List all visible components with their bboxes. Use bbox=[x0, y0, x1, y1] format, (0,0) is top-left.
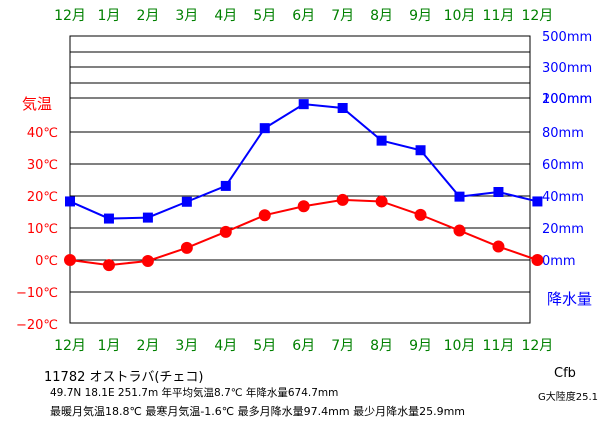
month-label-top: 8月 bbox=[370, 8, 393, 24]
precip-point-1 bbox=[103, 213, 114, 224]
month-label-top: 3月 bbox=[175, 8, 198, 24]
month-label-bottom: 9月 bbox=[409, 338, 432, 354]
temp-point-11 bbox=[492, 240, 505, 253]
month-label-top: 1月 bbox=[97, 8, 120, 24]
precip-tick-label: 200mm bbox=[542, 92, 592, 107]
precip-tick-label: 60mm bbox=[542, 158, 584, 173]
precip-point-8 bbox=[376, 135, 387, 146]
precip-tick-label: 300mm bbox=[542, 61, 592, 76]
plot-frame bbox=[69, 35, 531, 324]
precip-point-0 bbox=[65, 196, 75, 207]
continentality-index: G大陸度25.1 bbox=[538, 392, 599, 403]
precip-axis-label: 降水量 bbox=[547, 290, 592, 308]
month-label-bottom: 12月 bbox=[521, 338, 553, 354]
temp-point-3 bbox=[180, 241, 193, 254]
precip-tick-label: 20mm bbox=[542, 222, 584, 237]
month-label-top: 11月 bbox=[483, 8, 515, 24]
month-label-top: 4月 bbox=[214, 8, 237, 24]
month-label-bottom: 5月 bbox=[253, 338, 276, 354]
temp-point-12 bbox=[531, 254, 544, 266]
station-name: 11782 オストラバ(チェコ) bbox=[44, 370, 204, 385]
precip-tick-label: 0mm bbox=[542, 254, 576, 269]
precip-point-4 bbox=[220, 180, 231, 191]
month-label-bottom: 7月 bbox=[331, 338, 354, 354]
station-details-1: 49.7N 18.1E 251.7m 年平均気温8.7℃ 年降水量674.7mm bbox=[50, 387, 339, 399]
month-label-top: 10月 bbox=[444, 8, 476, 24]
month-label-bottom: 10月 bbox=[444, 338, 476, 354]
temp-point-8 bbox=[375, 195, 388, 208]
month-label-top: 5月 bbox=[253, 8, 276, 24]
temp-point-9 bbox=[414, 208, 427, 221]
month-label-bottom: 12月 bbox=[54, 338, 86, 354]
temp-tick-label: 0℃ bbox=[35, 254, 58, 269]
precip-point-3 bbox=[181, 196, 192, 207]
precip-point-7 bbox=[337, 103, 348, 113]
month-label-top: 9月 bbox=[409, 8, 432, 24]
temp-point-2 bbox=[141, 254, 154, 267]
precip-point-2 bbox=[142, 212, 153, 223]
temp-tick-label: −10℃ bbox=[16, 286, 58, 301]
temp-point-4 bbox=[219, 225, 232, 238]
month-label-top: 12月 bbox=[54, 8, 86, 24]
temp-point-6 bbox=[297, 200, 310, 213]
precip-tick-label: 40mm bbox=[542, 190, 584, 205]
month-label-bottom: 6月 bbox=[292, 338, 315, 354]
temp-point-5 bbox=[258, 209, 271, 222]
month-label-top: 6月 bbox=[292, 8, 315, 24]
month-label-bottom: 8月 bbox=[370, 338, 393, 354]
month-label-bottom: 3月 bbox=[175, 338, 198, 354]
month-label-bottom: 2月 bbox=[136, 338, 159, 354]
month-label-top: 7月 bbox=[331, 8, 354, 24]
koppen-class: Cfb bbox=[554, 366, 576, 381]
temp-tick-label: 30℃ bbox=[27, 158, 58, 173]
month-label-bottom: 11月 bbox=[483, 338, 515, 354]
temp-tick-label: −20℃ bbox=[16, 318, 58, 333]
temp-tick-label: 20℃ bbox=[27, 190, 58, 205]
month-label-top: 2月 bbox=[136, 8, 159, 24]
precip-tick-label: 100mm bbox=[542, 92, 592, 107]
precip-point-6 bbox=[298, 99, 309, 110]
temp-point-1 bbox=[102, 259, 115, 272]
month-label-top: 12月 bbox=[521, 8, 553, 24]
temp-point-10 bbox=[453, 224, 466, 237]
precip-point-9 bbox=[415, 145, 426, 156]
temp-axis-label: 気温 bbox=[22, 95, 52, 113]
precip-point-5 bbox=[259, 123, 270, 134]
precip-point-11 bbox=[493, 187, 504, 197]
temp-tick-label: 10℃ bbox=[27, 222, 58, 237]
month-label-bottom: 1月 bbox=[97, 338, 120, 354]
station-details-2: 最暖月気温18.8℃ 最寒月気温-1.6℃ 最多月降水量97.4mm 最少月降水… bbox=[50, 405, 465, 418]
precip-point-12 bbox=[532, 196, 543, 207]
temp-point-0 bbox=[64, 254, 76, 266]
precip-tick-label: 80mm bbox=[542, 126, 584, 141]
temp-tick-label: 40℃ bbox=[27, 126, 58, 141]
precip-point-10 bbox=[454, 191, 465, 202]
precip-tick-label: 500mm bbox=[542, 30, 592, 45]
month-label-bottom: 4月 bbox=[214, 338, 237, 354]
temp-point-7 bbox=[336, 193, 349, 206]
